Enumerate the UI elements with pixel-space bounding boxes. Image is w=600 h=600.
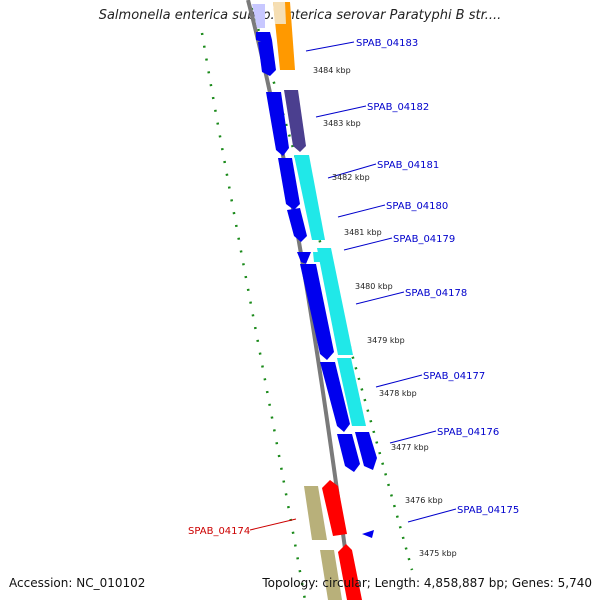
leader-line [389,430,437,444]
gene-arrow-red [322,480,347,536]
gene-arrow-blue [278,158,300,210]
leader-line [327,163,377,179]
kbp-label: 3476 kbp [405,496,443,505]
kbp-label: 3483 kbp [323,119,361,128]
accession-label: Accession: NC_010102 [9,576,146,590]
gene-features [252,2,377,600]
gene-arrow-light [252,4,265,28]
label-leaders [249,41,457,531]
genome-summary-label: Topology: circular; Length: 4,858,887 bp… [262,576,592,590]
gene-label[interactable]: SPAB_04183 [356,38,418,49]
leader-line [375,374,423,388]
leader-line [343,237,393,251]
leader-line [315,105,367,118]
gene-label[interactable]: SPAB_04181 [377,160,439,171]
kbp-label: 3475 kbp [419,549,457,558]
gene-label[interactable]: SPAB_04175 [457,505,519,516]
gene-arrow-blue [258,40,276,76]
gene-block-purple [284,90,306,152]
leader-line [249,518,297,531]
kbp-label: 3482 kbp [332,173,370,182]
leader-line [337,204,386,218]
gene-block-khaki [320,550,342,600]
gene-arrow-blue [337,434,360,472]
gene-arrow-blue [355,432,377,470]
gene-block-khaki [304,486,327,540]
gene-label[interactable]: SPAB_04182 [367,102,429,113]
gene-block-orange-top [273,2,286,24]
kbp-label: 3478 kbp [379,389,417,398]
gene-arrow-blue [287,208,307,242]
kbp-label: 3479 kbp [367,336,405,345]
leader-line [355,291,405,305]
gene-block-cyan [317,248,353,355]
kbp-tick-labels: 3484 kbp 3483 kbp 3482 kbp 3481 kbp 3480… [313,66,457,558]
gene-label[interactable]: SPAB_04174 [188,526,250,537]
gene-arrow-blue [320,362,350,432]
gene-block-cyan [337,358,366,426]
gene-labels[interactable]: SPAB_04183 SPAB_04182 SPAB_04181 SPAB_04… [188,38,519,537]
gene-label[interactable]: SPAB_04177 [423,371,485,382]
kbp-label: 3480 kbp [355,282,393,291]
leader-line [407,508,457,523]
kbp-label: 3484 kbp [313,66,351,75]
kbp-label: 3481 kbp [344,228,382,237]
gene-arrow-blue-small [362,530,374,538]
gene-arrow-blue [300,264,334,360]
gene-label[interactable]: SPAB_04179 [393,234,455,245]
gene-arrow-red [338,544,362,600]
leader-line [305,41,355,52]
gene-block-cyan [294,155,325,240]
gene-arrow-blue [266,92,289,156]
kbp-label: 3477 kbp [391,443,429,452]
map-title: Salmonella enterica subsp. enterica sero… [98,8,502,23]
gene-label[interactable]: SPAB_04178 [405,288,467,299]
gene-label[interactable]: SPAB_04176 [437,427,499,438]
gene-label[interactable]: SPAB_04180 [386,201,448,212]
gene-arrow-blue-small [297,252,311,264]
